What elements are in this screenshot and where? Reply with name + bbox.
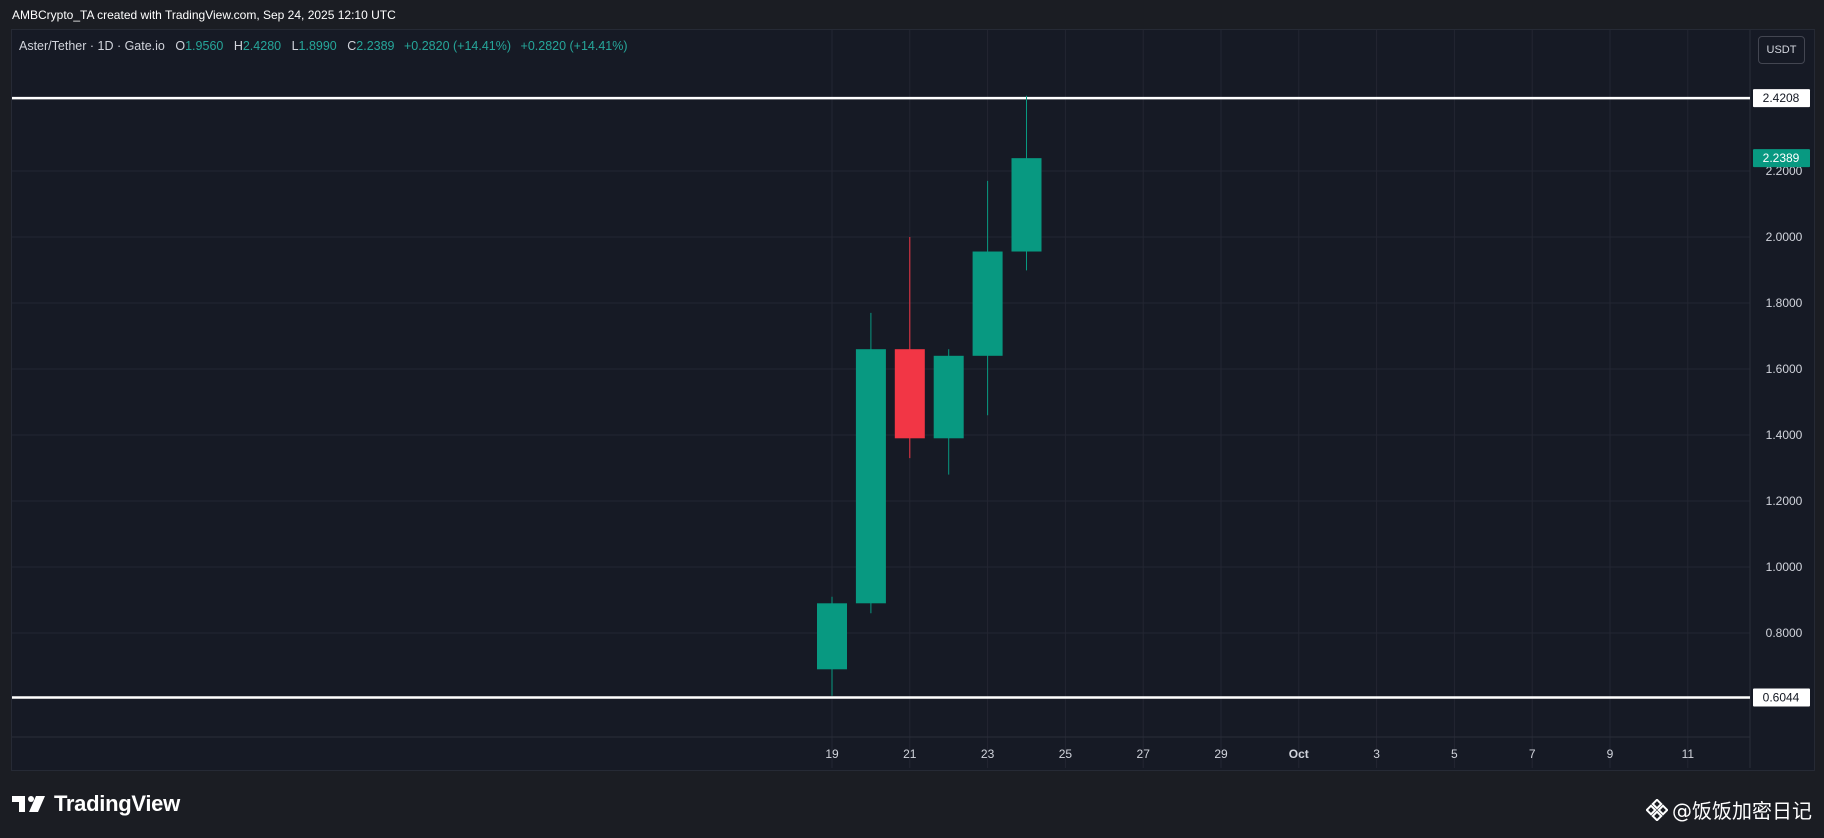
symbol-info: Aster/Tether · 1D · Gate.io bbox=[19, 39, 165, 53]
high-label: H bbox=[233, 39, 243, 53]
candle-body[interactable] bbox=[855, 349, 886, 604]
y-tick-label: 1.0000 bbox=[1766, 560, 1803, 574]
y-tick-label: 2.2000 bbox=[1766, 164, 1803, 178]
x-tick-label: 21 bbox=[903, 747, 917, 761]
x-tick-label: 5 bbox=[1451, 747, 1458, 761]
x-tick-label: 7 bbox=[1529, 747, 1536, 761]
open-value: 1.9560 bbox=[185, 39, 224, 53]
candle-body[interactable] bbox=[894, 349, 925, 439]
level-price-label: 2.4208 bbox=[1763, 91, 1800, 105]
diamond-icon bbox=[1646, 798, 1668, 821]
candle-body[interactable] bbox=[972, 251, 1003, 356]
change-value: +0.2820 (+14.41%) bbox=[404, 39, 512, 53]
candle-body[interactable] bbox=[817, 603, 847, 670]
level-price-tag bbox=[1753, 688, 1810, 707]
watermark: @饭饭加密日记 bbox=[1646, 795, 1812, 824]
x-tick-label: 29 bbox=[1214, 747, 1228, 761]
x-tick-label: 9 bbox=[1607, 747, 1614, 761]
low-value: 1.8990 bbox=[298, 39, 337, 53]
watermark-text: @饭饭加密日记 bbox=[1672, 799, 1812, 823]
x-tick-label: 27 bbox=[1137, 747, 1151, 761]
y-tick-label: 1.8000 bbox=[1766, 296, 1803, 310]
last-price-tag bbox=[1753, 149, 1810, 168]
change-value-secondary: +0.2820 (+14.41%) bbox=[520, 39, 628, 53]
high-value: 2.4280 bbox=[242, 39, 282, 53]
candle-body[interactable] bbox=[933, 355, 964, 439]
tradingview-logo-text: TradingView bbox=[54, 791, 180, 816]
x-tick-label: 3 bbox=[1373, 747, 1380, 761]
currency-button[interactable]: USDT bbox=[1758, 36, 1805, 64]
symbol-legend: Aster/Tether · 1D · Gate.io O1.9560 H2.4… bbox=[19, 39, 628, 53]
y-tick-label: 1.2000 bbox=[1766, 494, 1803, 508]
last-price-label: 2.2389 bbox=[1763, 151, 1800, 165]
close-value: 2.2389 bbox=[356, 39, 395, 53]
open-label: O bbox=[175, 39, 186, 53]
tradingview-logo-icon bbox=[12, 796, 45, 812]
y-tick-label: 0.8000 bbox=[1766, 626, 1803, 640]
tradingview-logo[interactable]: TradingView bbox=[12, 791, 180, 817]
chart-credit: AMBCrypto_TA created with TradingView.co… bbox=[12, 8, 396, 22]
y-tick-label: 1.6000 bbox=[1766, 362, 1803, 376]
x-tick-label: 19 bbox=[825, 747, 839, 761]
x-tick-label: 25 bbox=[1059, 747, 1073, 761]
x-tick-label: 11 bbox=[1682, 747, 1695, 761]
y-tick-label: 1.4000 bbox=[1766, 428, 1803, 442]
candle-body[interactable] bbox=[1011, 158, 1042, 252]
level-price-tag bbox=[1753, 89, 1810, 108]
level-price-label: 0.6044 bbox=[1763, 691, 1800, 705]
low-label: L bbox=[291, 39, 299, 53]
x-tick-label: 23 bbox=[981, 747, 995, 761]
close-label: C bbox=[347, 39, 357, 53]
y-tick-label: 2.0000 bbox=[1766, 230, 1803, 244]
x-tick-label: Oct bbox=[1289, 747, 1309, 761]
